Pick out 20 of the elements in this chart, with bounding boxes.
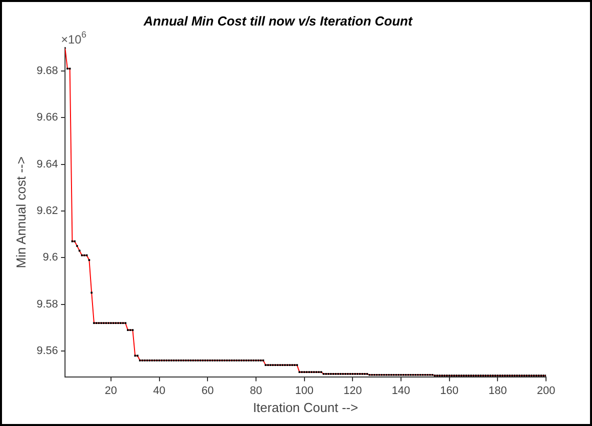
x-tick-label: 20 <box>104 384 118 397</box>
x-tick-label: 200 <box>536 384 556 397</box>
x-tick-label: 60 <box>201 384 214 397</box>
y-tick-label: 9.62 <box>36 205 58 218</box>
y-axis-title: Min Annual cost --> <box>13 156 28 268</box>
x-tick-label: 160 <box>440 384 458 397</box>
x-axis-title: Iteration Count --> <box>252 400 358 415</box>
y-tick-label: 9.64 <box>36 158 58 170</box>
y-tick-label: 9.56 <box>36 345 58 358</box>
y-tick-label: 9.58 <box>36 298 58 310</box>
x-tick-label: 80 <box>250 384 262 397</box>
y-tick-label: 9.6 <box>42 252 58 264</box>
x-tick-label: 120 <box>343 384 362 397</box>
x-tick-label: 100 <box>295 384 314 397</box>
x-tick-label: 180 <box>488 384 507 397</box>
y-tick-label: 9.68 <box>36 64 58 77</box>
chart-title: Annual Min Cost till now v/s Iteration Count <box>142 13 413 28</box>
x-tick-label: 40 <box>153 384 166 397</box>
x-tick-label: 140 <box>392 384 410 397</box>
y-tick-label: 9.66 <box>36 112 58 124</box>
